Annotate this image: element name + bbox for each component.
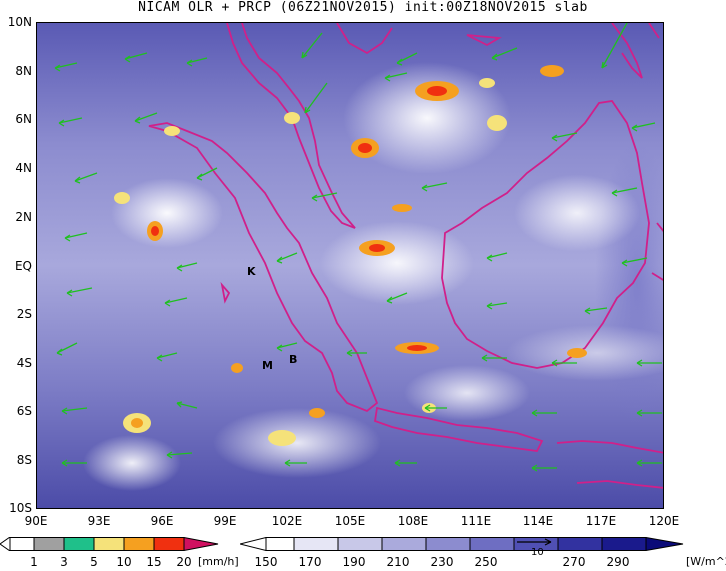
coastline-sulawesi-edge (651, 222, 663, 281)
lon-label: 105E (334, 514, 366, 528)
precip-colorbar-label: 1 (30, 555, 38, 569)
olr-colorbar-label: 290 (606, 555, 630, 569)
coastline-sumatra (148, 122, 379, 413)
lon-label: 102E (271, 514, 303, 528)
lat-label: 8S (16, 453, 32, 467)
lat-label: 2N (15, 210, 32, 224)
precip-colorbar-label: 5 (90, 555, 98, 569)
wind-vectors (54, 23, 662, 472)
coastline-lesser-sunda (556, 440, 663, 489)
precip-cells (114, 65, 587, 446)
olr-colorbar-label: 270 (562, 555, 586, 569)
lat-label: 4N (15, 161, 32, 175)
reference-wind-vector: 10 (513, 534, 557, 558)
map-overlay: K M B (54, 23, 663, 489)
precip-unit-label: [mm/h] (198, 555, 239, 568)
lon-label: 93E (87, 514, 111, 528)
coastline-islands (220, 34, 502, 304)
map-plot-area: K M B (36, 22, 664, 509)
lat-label: EQ (14, 259, 32, 273)
coastlines (148, 23, 663, 489)
olr-colorbar-label: 190 (342, 555, 366, 569)
coastline-malay-peninsula (226, 23, 356, 229)
reference-arrow-icon: 10 (517, 538, 552, 558)
map-title: NICAM OLR + PRCP (06Z21NOV2015) init:00Z… (138, 0, 588, 15)
precip-colorbar-label: 10 (116, 555, 132, 569)
olr-colorbar-label: 150 (254, 555, 278, 569)
olr-colorbar-label: 210 (386, 555, 410, 569)
lat-label: 8N (15, 64, 32, 78)
lat-label: 6N (15, 112, 32, 126)
lon-label: 96E (150, 514, 174, 528)
precip-colorbar-swatches (0, 536, 219, 552)
lon-label: 111E (460, 514, 492, 528)
precip-colorbar-label: 15 (146, 555, 162, 569)
lat-label: 2S (16, 307, 32, 321)
olr-colorbar-label: 250 (474, 555, 498, 569)
lat-label: 10S (9, 501, 32, 515)
reference-vector-label: 10 (531, 547, 544, 556)
point-label-m: M (262, 359, 273, 372)
lat-label: 6S (16, 404, 32, 418)
point-label-b: B (289, 353, 297, 366)
olr-unit-label: [W/m^2] (686, 555, 726, 568)
olr-colorbar-label: 170 (298, 555, 322, 569)
lat-label: 4S (16, 356, 32, 370)
olr-colorbar-swatches (239, 536, 684, 552)
olr-colorbar-label: 230 (430, 555, 454, 569)
precip-colorbar-label: 3 (60, 555, 68, 569)
lat-label: 10N (7, 15, 32, 29)
coastline-java (373, 406, 544, 452)
coastline-indochina (336, 23, 660, 79)
olr-colorbar (239, 536, 684, 552)
lon-label: 120E (648, 514, 680, 528)
lon-label: 108E (397, 514, 429, 528)
lon-label: 114E (522, 514, 554, 528)
lon-label: 90E (24, 514, 48, 528)
lon-label: 117E (585, 514, 617, 528)
lon-label: 99E (213, 514, 237, 528)
precip-colorbar-label: 20 (176, 555, 192, 569)
coastline-borneo (441, 100, 650, 369)
precip-colorbar (0, 536, 220, 552)
point-label-k: K (247, 265, 256, 278)
